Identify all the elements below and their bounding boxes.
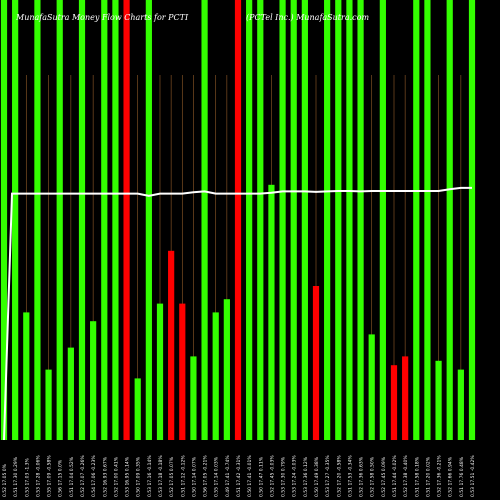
- bar-21: [234, 0, 242, 440]
- bar-13: [145, 0, 152, 440]
- x-tick-label: 0.52 17.36 0.63%: [359, 456, 365, 497]
- bar-35: [390, 365, 398, 440]
- x-tick-label: 0.56 17.05 -0.21%: [203, 455, 209, 497]
- chart-title-left: MunafaSutra Money Flow Charts for PCTI: [15, 13, 189, 22]
- x-tick-label: 0.52 17.58 0.50%: [370, 456, 376, 497]
- x-tick-label: 0.50 17.49 0.38%: [314, 456, 320, 497]
- bar-10: [112, 0, 119, 440]
- x-tick-label: 0.55 17.14 0.03%: [214, 456, 220, 497]
- x-tick-label: 0.52 17.66 0.94%: [448, 456, 454, 497]
- x-tick-label: 0.53 17.51 -0.42%: [470, 455, 476, 497]
- price-line-group: [3, 186, 472, 441]
- bar-14: [156, 303, 164, 440]
- x-tick-label: 0.56 17.15 0.0%: [58, 459, 64, 497]
- x-tick-label: 0.51 17.12 -0.12%: [180, 455, 186, 497]
- x-tick-labels: 0.52 17.05 0% 0.51 17.30 0.29% 0.53 17.03 …: [2, 455, 476, 497]
- x-tick-label: 0.52 17.05 0.07%: [169, 456, 175, 497]
- bar-15: [168, 250, 175, 440]
- x-tick-label: 0.51 17.76 0.48%: [459, 456, 465, 497]
- bar-37: [413, 0, 420, 440]
- x-tick-label: 0.51 17.30 0.29%: [13, 456, 19, 497]
- bar-28: [312, 286, 320, 440]
- x-tick-label: 0.52 17.20 -0.58%: [336, 455, 342, 497]
- x-tick-label: 0.52 17.00 0.41%: [113, 456, 119, 497]
- bar-20: [223, 299, 230, 440]
- bar-23: [257, 0, 264, 440]
- bar-24: [268, 184, 275, 440]
- bar-19: [212, 312, 219, 440]
- bar-42: [468, 0, 476, 440]
- bar-27: [301, 0, 308, 440]
- bar-41: [457, 369, 464, 440]
- x-tick-label: 0.54 17.06 -0.23%: [91, 455, 97, 497]
- price-line: [3, 186, 472, 441]
- x-tick-label: 0.52 17.07 -0.26%: [80, 455, 86, 497]
- x-tick-label: 0.53 17.36 0.12%: [303, 456, 309, 497]
- x-tick-label: 0.50 17.09 0.35%: [136, 456, 142, 497]
- bar-7: [78, 0, 86, 440]
- x-tick-label: 0.53 17.27 -0.35%: [325, 455, 331, 497]
- bar-40: [446, 0, 453, 440]
- x-tick-label: 0.53 17.30 0.79%: [281, 456, 287, 497]
- bars: [0, 0, 476, 440]
- bar-6: [67, 347, 74, 440]
- bar-5: [56, 0, 63, 440]
- x-tick-label: 0.51 17.44 -0.02%: [392, 455, 398, 497]
- bar-25: [279, 0, 286, 440]
- bar-29: [324, 0, 331, 440]
- bar-16: [179, 303, 186, 440]
- x-tick-label: 0.50 17.41 -0.01%: [247, 455, 253, 497]
- bar-38: [424, 0, 431, 440]
- x-tick-label: 0.52 17.38 -0.40%: [403, 455, 409, 497]
- bar-33: [368, 334, 375, 440]
- x-tick-label: 0.51 17.20 0.02%: [425, 456, 431, 497]
- x-tick-label: 0.53 17.18 -0.18%: [158, 455, 164, 497]
- bar-12: [134, 378, 141, 440]
- bar-34: [379, 0, 386, 440]
- x-tick-label: 0.53 17.24 -0.03%: [292, 455, 298, 497]
- bar-3: [34, 0, 41, 440]
- bar-32: [357, 0, 364, 440]
- bar-8: [90, 321, 97, 440]
- x-tick-label: 0.52 16.93 0.67%: [102, 456, 108, 497]
- bar-11: [123, 0, 130, 440]
- x-tick-label: 0.52 17.05 0%: [2, 463, 8, 497]
- bar-36: [402, 356, 409, 440]
- x-tick-label: 0.52 17.36 -0.21%: [437, 455, 443, 497]
- bar-30: [335, 0, 342, 440]
- x-tick-label: 0.53 17.28 -0.06%: [35, 455, 41, 497]
- x-tick-label: 0.53 17.03 -1.3%: [24, 457, 30, 497]
- x-tick-label: 0.50 17.47 0.11%: [258, 456, 264, 497]
- x-tick-label: 0.52 17.45 0.09%: [381, 456, 387, 497]
- bar-0: [0, 0, 8, 440]
- x-tick-label: 0.51 17.53 -0.34%: [347, 455, 353, 497]
- x-tick-label: 0.51 17.58 0.18%: [414, 456, 420, 497]
- bar-17: [190, 356, 197, 440]
- bar-9: [101, 0, 108, 440]
- bar-4: [45, 369, 52, 440]
- x-tick-label: 0.53 16.95 0.14%: [125, 456, 131, 497]
- chart-title-right: (PCTel Inc.) MunafaSutra.com: [246, 13, 369, 22]
- x-tick-label: 0.55 17.09 -0.58%: [47, 455, 53, 497]
- bar-18: [201, 0, 208, 440]
- bar-1: [12, 0, 19, 440]
- bar-39: [435, 360, 442, 440]
- x-tick-label: 0.50 17.14 0.07%: [191, 456, 197, 497]
- bar-31: [346, 0, 353, 440]
- x-tick-label: 0.53 17.16 -0.14%: [147, 455, 153, 497]
- x-tick-label: 0.52 17.45 -0.03%: [269, 455, 275, 497]
- x-tick-label: 0.49 17.41 -0.74%: [225, 455, 231, 497]
- x-tick-label: 0.51 17.04 0.52%: [69, 456, 75, 497]
- bar-22: [246, 0, 253, 440]
- bar-2: [23, 312, 30, 440]
- bar-26: [290, 0, 297, 440]
- x-tick-label: 0.51 17.42 -0.31%: [236, 455, 242, 497]
